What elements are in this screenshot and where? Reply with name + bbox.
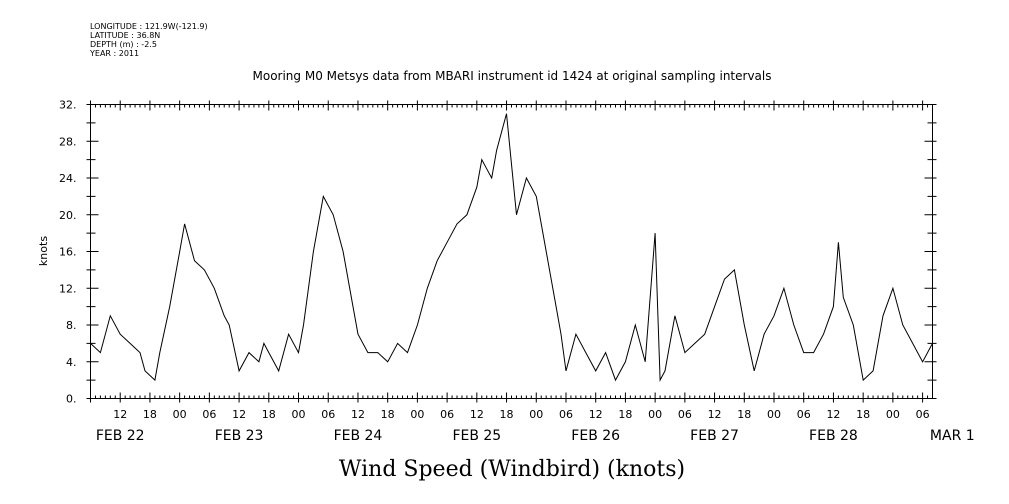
x-day-label: FEB 24 bbox=[334, 428, 383, 444]
y-tick-label: 8. bbox=[66, 319, 77, 332]
x-hour-tick-label: 12 bbox=[232, 408, 246, 421]
x-hour-tick-label: 06 bbox=[797, 408, 811, 421]
x-hour-tick-label: 12 bbox=[826, 408, 840, 421]
x-hour-tick-label: 18 bbox=[381, 408, 395, 421]
x-hour-tick-label: 18 bbox=[856, 408, 870, 421]
x-hour-tick-label: 12 bbox=[113, 408, 127, 421]
x-day-label: MAR 1 bbox=[930, 428, 975, 444]
x-hour-tick-label: 18 bbox=[737, 408, 751, 421]
metadata-block: LONGITUDE : 121.9W(-121.9) LATITUDE : 36… bbox=[90, 22, 208, 58]
y-tick-label: 20. bbox=[59, 209, 77, 222]
x-hour-tick-label: 18 bbox=[262, 408, 276, 421]
x-day-label: FEB 28 bbox=[809, 428, 858, 444]
chart-title: Mooring M0 Metsys data from MBARI instru… bbox=[253, 69, 772, 83]
x-hour-tick-label: 12 bbox=[351, 408, 365, 421]
x-hour-tick-label: 00 bbox=[410, 408, 424, 421]
x-hour-tick-label: 18 bbox=[500, 408, 514, 421]
x-hour-tick-label: 06 bbox=[916, 408, 930, 421]
x-hour-tick-label: 00 bbox=[292, 408, 306, 421]
y-tick-label: 12. bbox=[59, 282, 77, 295]
x-hour-tick-label: 00 bbox=[529, 408, 543, 421]
y-tick-label: 16. bbox=[59, 246, 77, 259]
x-hour-tick-label: 12 bbox=[470, 408, 484, 421]
wind-speed-series-line bbox=[90, 113, 933, 382]
y-tick-label: 28. bbox=[59, 135, 77, 148]
x-hour-tick-label: 12 bbox=[589, 408, 603, 421]
plot-frame bbox=[90, 104, 933, 399]
y-tick-label: 4. bbox=[66, 356, 77, 369]
x-day-label: FEB 23 bbox=[215, 428, 264, 444]
x-axis-label: Wind Speed (Windbird) (knots) bbox=[339, 457, 685, 482]
y-axis-label: knots bbox=[37, 236, 50, 266]
x-day-label: FEB 27 bbox=[690, 428, 739, 444]
x-hour-tick-label: 06 bbox=[678, 408, 692, 421]
depth-text: DEPTH (m) : -2.5 bbox=[90, 40, 157, 49]
x-hour-tick-label: 18 bbox=[143, 408, 157, 421]
x-hour-tick-label: 06 bbox=[559, 408, 573, 421]
x-hour-tick-label: 00 bbox=[648, 408, 662, 421]
x-hour-tick-label: 00 bbox=[767, 408, 781, 421]
x-hour-tick-label: 12 bbox=[708, 408, 722, 421]
latitude-text: LATITUDE : 36.8N bbox=[90, 31, 161, 40]
x-day-label: FEB 25 bbox=[452, 428, 501, 444]
x-hour-tick-label: 18 bbox=[618, 408, 632, 421]
y-tick-label: 32. bbox=[59, 99, 77, 112]
x-hour-tick-label: 00 bbox=[173, 408, 187, 421]
y-tick-label: 0. bbox=[66, 393, 77, 406]
x-hour-tick-label: 06 bbox=[202, 408, 216, 421]
x-day-label: FEB 26 bbox=[571, 428, 620, 444]
x-hour-tick-label: 06 bbox=[440, 408, 454, 421]
year-text: YEAR : 2011 bbox=[90, 49, 140, 58]
x-hour-tick-label: 00 bbox=[886, 408, 900, 421]
longitude-text: LONGITUDE : 121.9W(-121.9) bbox=[90, 22, 208, 31]
x-day-label: FEB 22 bbox=[96, 428, 145, 444]
y-tick-label: 24. bbox=[59, 172, 77, 185]
x-hour-tick-label: 06 bbox=[321, 408, 335, 421]
